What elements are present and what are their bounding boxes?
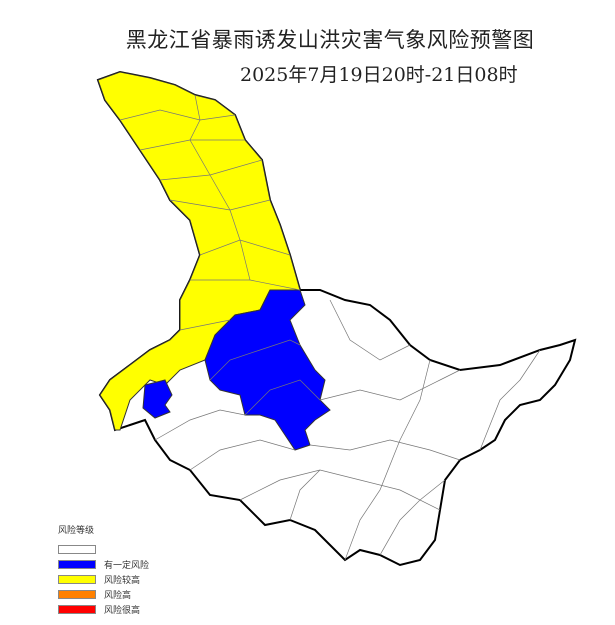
map-title: 黑龙江省暴雨诱发山洪灾害气象风险预警图 (125, 28, 535, 52)
legend-item: 风险较高 (58, 572, 149, 587)
legend-swatch (58, 560, 96, 569)
legend-swatch (58, 575, 96, 584)
legend-label: 风险很高 (104, 606, 141, 616)
legend-swatch (58, 545, 96, 554)
legend-item: 风险高 (58, 587, 149, 602)
legend-item: 风险很高 (58, 602, 149, 617)
map-subtitle: 2025年7月19日20时-21日08时 (240, 64, 518, 86)
legend-item (58, 542, 149, 557)
legend-swatch (58, 605, 96, 614)
legend-label: 风险较高 (104, 576, 141, 586)
legend-swatch (58, 590, 96, 599)
legend-label: 风险高 (104, 591, 132, 601)
legend-label: 有一定风险 (104, 561, 150, 571)
region-higher-risk (97, 71, 301, 431)
legend-item: 有一定风险 (58, 557, 149, 572)
county-boundaries (119, 94, 541, 561)
legend-title: 风险等级 (58, 526, 95, 536)
region-some-risk-west (142, 379, 173, 419)
legend: 风险等级 有一定风险 风险较高 风险高 风险很高 (58, 523, 149, 617)
